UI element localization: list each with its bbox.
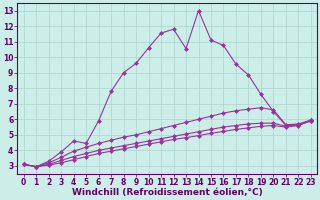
X-axis label: Windchill (Refroidissement éolien,°C): Windchill (Refroidissement éolien,°C) — [72, 188, 263, 197]
